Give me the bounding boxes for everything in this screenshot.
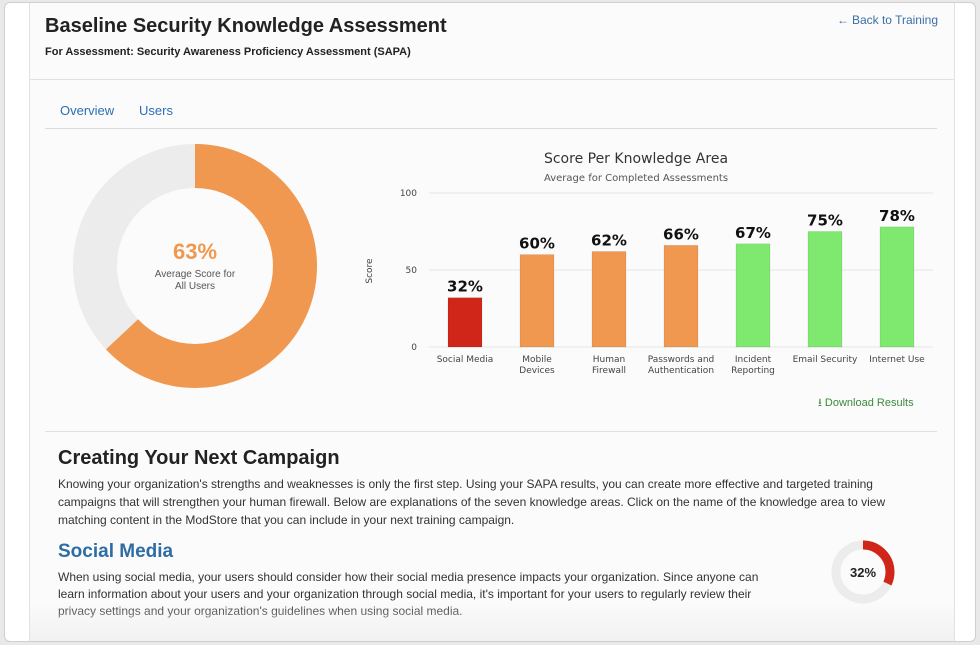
bar[interactable] [447, 297, 483, 348]
tab-bar: Overview Users [45, 101, 937, 129]
campaign-description: Knowing your organization's strengths an… [58, 477, 886, 527]
chart-subtitle: Average for Completed Assessments [544, 173, 728, 184]
x-tick-label: Devices [519, 366, 555, 376]
bar-value-label: 66% [663, 225, 699, 243]
social-media-score-donut: 32% [828, 537, 898, 607]
download-icon: ⭳ [818, 397, 822, 409]
x-tick-label: Reporting [731, 366, 775, 376]
bar[interactable] [879, 226, 915, 348]
bar-value-label: 75% [807, 212, 843, 230]
chart-bars: 32% 60% 62% 66% 67% 75% 78% [447, 207, 915, 348]
bar-value-label: 60% [519, 235, 555, 253]
donut-center: 63% Average Score for All Users [72, 143, 318, 389]
download-results-label: Download Results [824, 397, 914, 409]
chart-y-axis-label: Score [365, 258, 375, 284]
header: Baseline Security Knowledge Assessment F… [30, 3, 954, 80]
social-media-link[interactable]: Social Media [58, 541, 174, 562]
social-media-description: When using social media, your users shou… [58, 570, 759, 618]
x-tick-label: Passwords and [648, 355, 715, 365]
campaign-heading: Creating Your Next Campaign [58, 447, 340, 469]
chart-title: Score Per Knowledge Area [544, 151, 728, 167]
bar-value-label: 32% [447, 278, 483, 296]
x-tick-label: Email Security [793, 355, 858, 365]
social-media-score-value: 32% [849, 564, 877, 580]
back-to-training-link[interactable]: ← Back to Training [837, 13, 938, 27]
x-tick-label: Internet Use [869, 355, 925, 365]
x-tick-label: Social Media [437, 355, 494, 365]
window-frame: Baseline Security Knowledge Assessment F… [4, 2, 976, 642]
y-tick-label: 100 [400, 189, 417, 199]
bar-value-label: 67% [735, 224, 771, 242]
y-tick-label: 50 [406, 266, 418, 276]
bar-value-label: 78% [879, 207, 915, 225]
x-tick-label: Firewall [592, 366, 626, 376]
bar[interactable] [807, 231, 843, 348]
back-link-label: Back to Training [851, 13, 938, 27]
donut-fill [73, 144, 317, 388]
bar-value-label: 62% [591, 232, 627, 250]
x-tick-label: Authentication [648, 366, 714, 376]
average-score-donut: 63% Average Score for All Users [72, 143, 318, 389]
donut-svg [73, 144, 317, 388]
average-score-label: Average Score for All Users [154, 269, 236, 292]
download-results-link[interactable]: ⭳ Download Results [818, 394, 914, 413]
mini-donut-svg [831, 540, 895, 604]
bar[interactable] [663, 245, 699, 348]
mini-donut-fill [831, 540, 895, 604]
bar[interactable] [735, 243, 771, 348]
bar[interactable] [519, 254, 555, 348]
x-tick-label: Incident [735, 355, 772, 365]
page-title: Baseline Security Knowledge Assessment [45, 15, 447, 37]
bar[interactable] [591, 251, 627, 348]
x-tick-label: Mobile [522, 355, 552, 365]
section-divider [45, 431, 937, 432]
arrow-left-icon: ← [836, 13, 849, 27]
average-score-value: 63% [172, 239, 218, 264]
score-per-area-chart: Score Per Knowledge Area Average for Com… [365, 151, 933, 376]
tab-overview[interactable]: Overview [60, 103, 115, 118]
tab-users[interactable]: Users [139, 103, 173, 118]
assessment-panel: Baseline Security Knowledge Assessment F… [29, 3, 955, 641]
x-tick-label: Human [593, 355, 625, 365]
y-tick-label: 0 [411, 343, 417, 353]
page-subtitle: For Assessment: Security Awareness Profi… [45, 46, 411, 58]
